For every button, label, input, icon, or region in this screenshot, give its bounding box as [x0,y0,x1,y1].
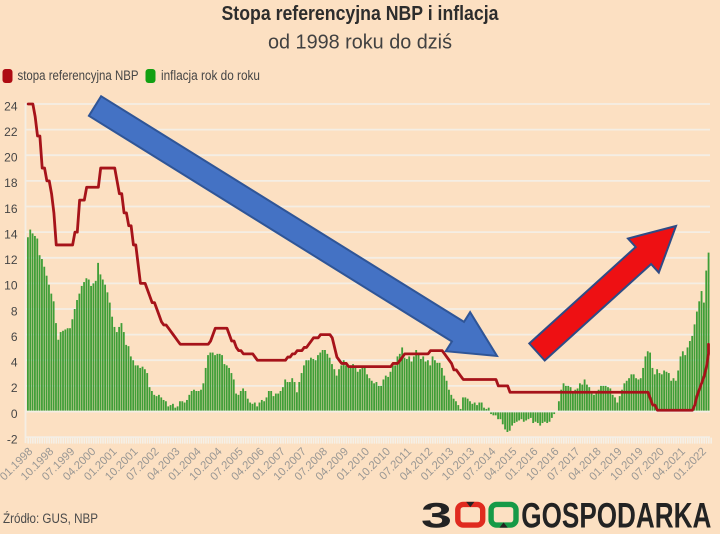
svg-text:6: 6 [11,330,18,344]
svg-text:od 1998 roku do dziś: od 1998 roku do dziś [268,32,452,54]
svg-text:2: 2 [11,381,18,395]
svg-text:GOSPODARKA: GOSPODARKA [521,496,711,535]
svg-text:10: 10 [4,279,18,293]
svg-text:24: 24 [4,99,18,113]
svg-text:Stopa referencyjna NBP i infla: Stopa referencyjna NBP i inflacja [222,3,500,25]
svg-text:stopa referencyjna NBP: stopa referencyjna NBP [18,68,139,83]
svg-text:Źródło: GUS, NBP: Źródło: GUS, NBP [3,511,98,526]
svg-text:22: 22 [4,125,18,139]
svg-text:14: 14 [4,227,18,241]
svg-text:12: 12 [4,253,18,267]
svg-text:16: 16 [4,202,18,216]
svg-text:3: 3 [421,496,452,535]
svg-text:0: 0 [11,407,18,421]
svg-text:20: 20 [4,151,18,165]
svg-text:8: 8 [11,304,18,318]
svg-text:4: 4 [11,356,18,370]
svg-text:18: 18 [4,176,18,190]
svg-text:inflacja rok do roku: inflacja rok do roku [161,68,260,83]
svg-text:-2: -2 [7,432,18,446]
